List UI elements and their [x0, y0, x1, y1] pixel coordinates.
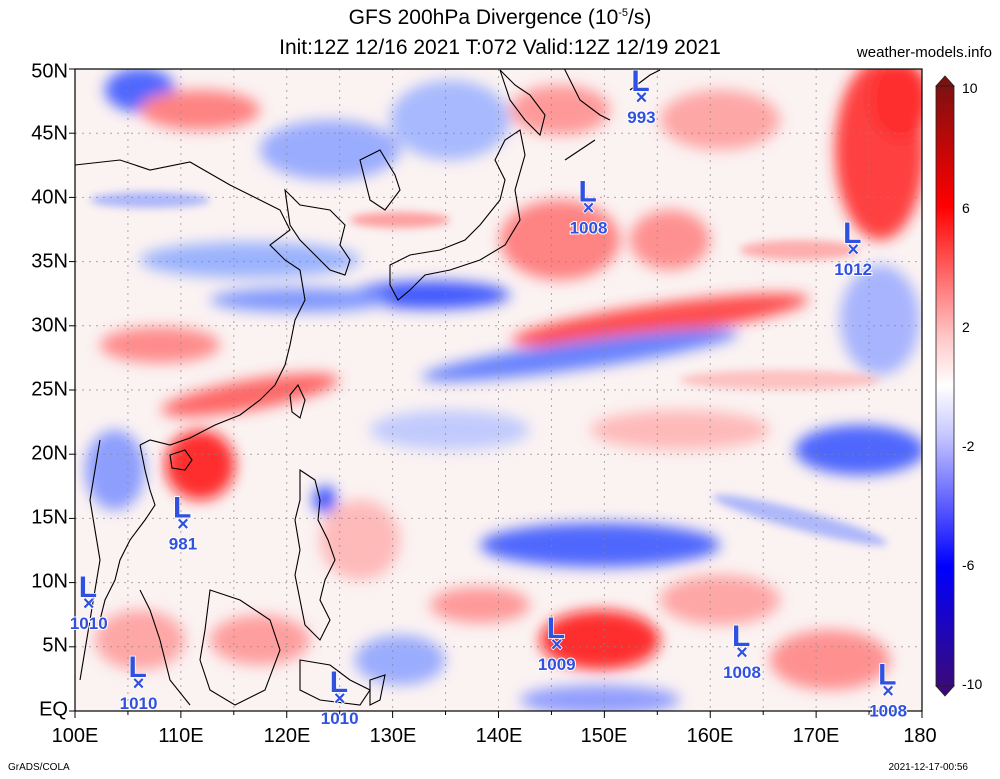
lat-label: 25N	[31, 378, 68, 401]
low-letter: L	[732, 620, 750, 653]
colorbar-label: 10	[962, 80, 978, 96]
lon-label: 150E	[580, 725, 628, 747]
low-center-x: ×	[177, 514, 189, 536]
low-marker: L×1010	[119, 650, 159, 714]
lon-label: 160E	[686, 725, 734, 747]
low-letter: L	[79, 571, 97, 604]
lon-label: 140E	[475, 725, 523, 747]
lon-label: 130E	[369, 725, 417, 747]
lon-label: 170E	[792, 725, 840, 747]
low-center-x: ×	[736, 642, 748, 664]
low-pressure-value: 1012	[834, 260, 872, 279]
lat-label: 40N	[31, 186, 68, 209]
low-center-x: ×	[636, 87, 648, 109]
map-grid	[75, 69, 922, 711]
colorbar-label: -2	[962, 438, 975, 454]
low-pressure-value: 1010	[321, 709, 359, 728]
low-letter: L	[631, 65, 649, 98]
low-center-x: ×	[133, 673, 145, 695]
low-pressure-value: 981	[169, 535, 197, 554]
low-marker: L×1008	[868, 658, 908, 722]
low-marker: L×1008	[722, 619, 762, 683]
low-marker: L×1009	[537, 611, 577, 675]
axis-ticks	[69, 68, 923, 718]
low-center-x: ×	[551, 634, 563, 656]
chart-title: GFS 200hPa Divergence (10-5/s)	[348, 6, 652, 29]
lat-label: 30N	[31, 314, 68, 337]
low-letter: L	[330, 666, 348, 699]
low-pressure-value: 993	[627, 108, 655, 127]
low-marker: L×981	[168, 491, 198, 555]
lon-label: 110E	[158, 725, 204, 747]
low-center-x: ×	[847, 239, 859, 261]
low-pressure-value: 1008	[723, 663, 761, 682]
lat-label: 45N	[31, 122, 68, 145]
low-center-x: ×	[882, 680, 894, 702]
lat-label: 15N	[31, 506, 68, 529]
lat-label: 50N	[31, 60, 68, 83]
site-credit: weather-models.info	[856, 44, 992, 61]
low-marker: L×993	[626, 64, 656, 128]
low-letter: L	[578, 176, 596, 209]
lat-label: 10N	[31, 570, 68, 593]
low-pressure-value: 1008	[570, 219, 608, 238]
render-timestamp: 2021-12-17-00:56	[888, 762, 968, 773]
low-letter: L	[547, 612, 565, 645]
coastlines	[75, 69, 661, 706]
low-pressure-value: 1009	[538, 655, 576, 674]
low-marker: L×1010	[320, 665, 360, 729]
colorbar-label: 6	[962, 200, 970, 216]
colorbar-bottom-cap	[935, 685, 955, 697]
divergence-field	[75, 69, 922, 711]
grads-credit: GrADS/COLA	[8, 762, 70, 773]
low-letter: L	[843, 217, 861, 250]
low-center-x: ×	[83, 593, 95, 615]
lat-label: 35N	[31, 250, 68, 273]
low-marker: L×1008	[569, 175, 609, 239]
lat-label: 20N	[31, 442, 68, 465]
lon-label: 120E	[263, 725, 311, 747]
low-pressure-value: 1010	[120, 694, 158, 713]
low-marker: L×1010	[69, 570, 109, 634]
chart-subtitle: Init:12Z 12/16 2021 T:072 Valid:12Z 12/1…	[279, 36, 721, 59]
low-center-x: ×	[583, 198, 595, 220]
colorbar-label: -6	[962, 557, 975, 573]
low-center-x: ×	[334, 688, 346, 710]
colorbar-top-cap	[935, 75, 955, 87]
lon-label: 180	[903, 725, 937, 747]
lon-label: 100E	[51, 725, 99, 747]
low-letter: L	[129, 651, 147, 684]
lat-label: EQ	[39, 698, 68, 721]
low-pressure-value: 1008	[869, 701, 907, 720]
low-letter: L	[878, 658, 896, 691]
colorbar	[935, 85, 955, 687]
colorbar-label: 2	[962, 319, 970, 335]
colorbar-label: -10	[962, 676, 983, 692]
low-marker: L×1012	[833, 216, 873, 280]
lat-label: 5N	[42, 634, 68, 657]
low-pressure-value: 1010	[70, 614, 108, 633]
low-letter: L	[173, 492, 191, 525]
